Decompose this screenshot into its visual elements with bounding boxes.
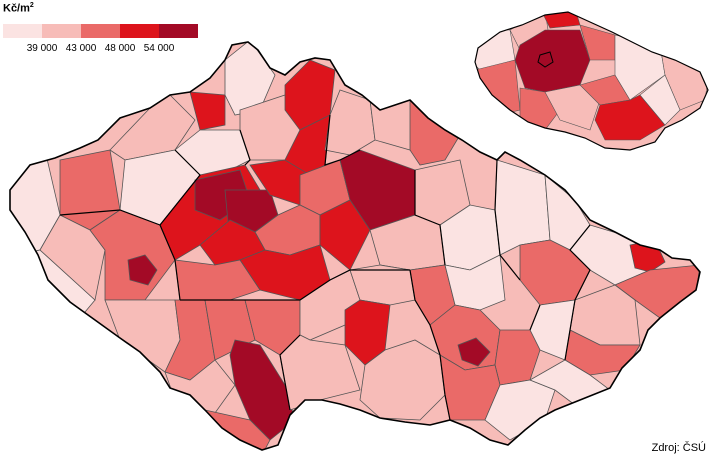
legend-swatch-4: [120, 24, 159, 38]
country-outline: [9, 41, 701, 451]
legend-tick-3: 48 000: [104, 43, 136, 54]
legend-title: Kč/m2: [3, 2, 34, 15]
legend-swatch-3: [81, 24, 120, 38]
legend-swatch-1: [3, 24, 42, 38]
legend-tick-2: 43 000: [65, 43, 97, 54]
inset-map: [475, 12, 708, 150]
legend-swatch-2: [42, 24, 81, 38]
legend-swatch-5: [159, 24, 198, 38]
source-label: Zdroj: ČSÚ: [651, 442, 706, 454]
inset-outline: [474, 11, 709, 151]
legend-swatches: [3, 24, 198, 38]
legend-tick-1: 39 000: [26, 43, 58, 54]
legend-tick-4: 54 000: [143, 43, 175, 54]
